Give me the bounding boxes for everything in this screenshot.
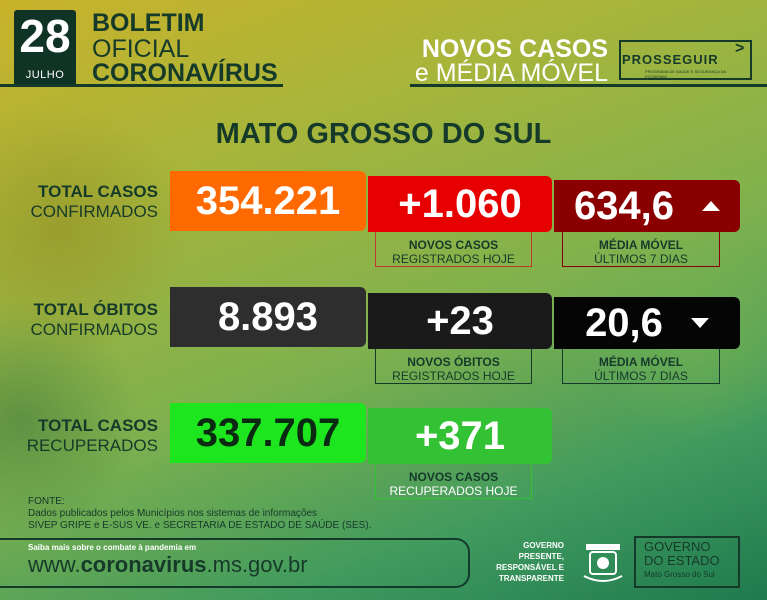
cases-avg-caption-bold: MÉDIA MÓVEL bbox=[598, 238, 684, 252]
deaths-avg-value: 20,6 bbox=[585, 300, 663, 345]
section-title-2: e MÉDIA MÓVEL bbox=[414, 59, 608, 87]
more-info-text: Saiba mais sobre o combate à pandemia em bbox=[28, 543, 197, 552]
triangle-down-icon bbox=[690, 318, 709, 328]
gov-slogan-4: TRANSPARENTE bbox=[498, 574, 564, 583]
gov-logo-2: DO ESTADO bbox=[644, 553, 720, 568]
gov-logo-frame bbox=[634, 536, 740, 588]
deaths-avg-caption-sub: ÚLTIMOS 7 DIAS bbox=[594, 369, 688, 383]
cases-avg-box: 634,6 bbox=[554, 180, 740, 232]
recovered-label-bold: TOTAL CASOS bbox=[38, 416, 158, 435]
deaths-label: TOTAL ÓBITOS CONFIRMADOS bbox=[0, 300, 159, 340]
recovered-label: TOTAL CASOS RECUPERADOS bbox=[0, 416, 158, 456]
gov-logo: GOVERNO DO ESTADO bbox=[644, 540, 720, 568]
cases-new-value: +1.060 bbox=[398, 181, 522, 226]
bulletin-title-1: BOLETIM bbox=[92, 9, 205, 37]
bulletin-title-3: CORONAVÍRUS bbox=[92, 59, 278, 87]
deaths-new-caption-bold: NOVOS ÓBITOS bbox=[407, 355, 500, 369]
gov-slogan: GOVERNO PRESENTE, RESPONSÁVEL E TRANSPAR… bbox=[480, 540, 564, 584]
url-bold: coronavirus bbox=[80, 552, 207, 577]
recovered-total-box: 337.707 bbox=[170, 403, 366, 463]
source-title: FONTE: bbox=[28, 496, 65, 507]
cases-avg-caption: MÉDIA MÓVEL ÚLTIMOS 7 DIAS bbox=[562, 232, 720, 267]
cases-avg-value: 634,6 bbox=[573, 183, 675, 228]
recovered-label-sub: RECUPERADOS bbox=[26, 436, 158, 455]
cases-label: TOTAL CASOS CONFIRMADOS bbox=[0, 182, 159, 222]
state-title: MATO GROSSO DO SUL bbox=[215, 118, 552, 150]
cases-total-value: 354.221 bbox=[195, 178, 341, 223]
cases-label-bold: TOTAL CASOS bbox=[38, 182, 158, 201]
deaths-total-value: 8.893 bbox=[217, 294, 319, 339]
recovered-new-value: +371 bbox=[414, 413, 506, 458]
deaths-label-sub: CONFIRMADOS bbox=[30, 320, 159, 339]
gov-logo-3: Mato Grosso do Sul bbox=[644, 570, 715, 579]
chevron-right-icon: > bbox=[735, 40, 745, 57]
recovered-new-caption-sub: RECUPERADOS HOJE bbox=[389, 484, 518, 498]
cases-total-box: 354.221 bbox=[170, 171, 366, 231]
source-line-2: SIVEP GRIPE e E-SUS VE. e SECRETARIA DE … bbox=[28, 520, 372, 531]
prosseguir-logo-sub: PROGRAMA DE SAÚDE E SEGURANÇA DA ECONOMI… bbox=[645, 69, 727, 79]
url-prefix: www. bbox=[28, 552, 81, 577]
deaths-avg-box: 20,6 bbox=[554, 297, 740, 349]
title-underline bbox=[0, 84, 283, 87]
source-line-1: Dados publicados pelos Municípios nos si… bbox=[28, 508, 318, 519]
deaths-new-value: +23 bbox=[426, 298, 494, 343]
date-month: JULHO bbox=[14, 66, 76, 84]
recovered-new-caption: NOVOS CASOS RECUPERADOS HOJE bbox=[375, 464, 532, 499]
deaths-total-box: 8.893 bbox=[170, 287, 366, 347]
source-note: FONTE: Dados publicados pelos Municípios… bbox=[28, 496, 371, 532]
date-day: 28 bbox=[19, 10, 71, 62]
cases-new-caption: NOVOS CASOS REGISTRADOS HOJE bbox=[375, 232, 532, 267]
deaths-new-caption-sub: REGISTRADOS HOJE bbox=[392, 369, 515, 383]
deaths-new-caption: NOVOS ÓBITOS REGISTRADOS HOJE bbox=[375, 349, 532, 384]
gov-slogan-3: RESPONSÁVEL E bbox=[496, 563, 564, 572]
gov-slogan-1: GOVERNO bbox=[523, 541, 564, 550]
section-title-1: NOVOS CASOS bbox=[421, 35, 608, 63]
prosseguir-logo-text: PROSSEGUIR bbox=[622, 52, 719, 67]
cases-new-box: +1.060 bbox=[368, 176, 552, 232]
recovered-new-box: +371 bbox=[368, 408, 552, 464]
bulletin-title-2: OFICIAL bbox=[92, 35, 190, 63]
deaths-avg-caption-bold: MÉDIA MÓVEL bbox=[598, 355, 684, 369]
cases-new-caption-sub: REGISTRADOS HOJE bbox=[392, 252, 515, 266]
deaths-new-box: +23 bbox=[368, 293, 552, 349]
section-underline bbox=[410, 84, 767, 87]
date-badge bbox=[14, 10, 76, 70]
website-link[interactable]: www.coronavirus.ms.gov.br bbox=[28, 552, 308, 578]
prosseguir-logo bbox=[619, 40, 752, 80]
url-suffix: .ms.gov.br bbox=[206, 552, 308, 577]
triangle-up-icon bbox=[702, 201, 721, 211]
cases-new-caption-bold: NOVOS CASOS bbox=[408, 238, 499, 252]
coat-of-arms-icon bbox=[583, 544, 623, 582]
url-frame bbox=[0, 538, 470, 588]
gov-logo-1: GOVERNO bbox=[644, 539, 711, 554]
deaths-avg-caption: MÉDIA MÓVEL ÚLTIMOS 7 DIAS bbox=[562, 349, 720, 384]
gov-slogan-2: PRESENTE, bbox=[518, 552, 564, 561]
cases-avg-caption-sub: ÚLTIMOS 7 DIAS bbox=[594, 252, 688, 266]
deaths-label-bold: TOTAL ÓBITOS bbox=[33, 300, 158, 319]
recovered-new-caption-bold: NOVOS CASOS bbox=[408, 470, 499, 484]
recovered-total-value: 337.707 bbox=[195, 410, 341, 455]
cases-label-sub: CONFIRMADOS bbox=[30, 202, 159, 221]
